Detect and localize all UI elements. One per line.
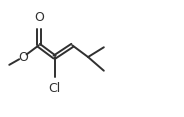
- Text: Cl: Cl: [48, 82, 61, 95]
- Text: O: O: [18, 51, 28, 64]
- Text: O: O: [34, 11, 44, 24]
